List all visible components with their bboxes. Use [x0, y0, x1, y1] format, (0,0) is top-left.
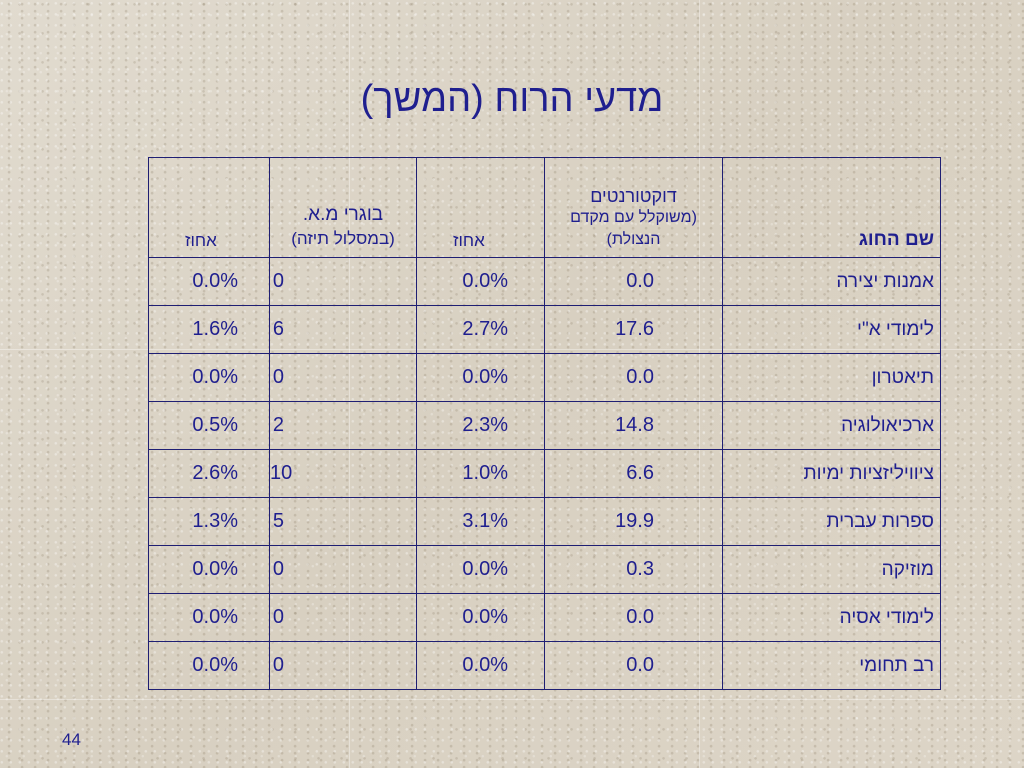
- header-doctorants-line3: הנצולת): [606, 231, 661, 248]
- header-graduates-line1: בוגרי מ.א.: [302, 204, 384, 225]
- graduates-percent: 0.0%: [148, 545, 270, 594]
- department-name: תיאטרון: [722, 353, 941, 402]
- graduates-value: 10: [269, 449, 417, 498]
- header-doctorants: דוקטורנטים (משוקלל עם מקדם הנצולת): [544, 157, 723, 258]
- graduates-percent: 0.0%: [148, 641, 270, 690]
- header-department-name: שם החוג: [722, 157, 941, 258]
- page-number: 44: [62, 730, 81, 749]
- doctorants-value: 0.0: [544, 593, 723, 642]
- table-row: רב תחומי 0.0 0.0% 0 0.0%: [148, 641, 941, 690]
- table-row: לימודי אסיה 0.0 0.0% 0 0.0%: [148, 593, 941, 642]
- doctorants-value: 6.6: [544, 449, 723, 498]
- doctorants-value: 0.3: [544, 545, 723, 594]
- doctorants-percent: 3.1%: [416, 497, 545, 546]
- graduates-percent: 0.5%: [148, 401, 270, 450]
- graduates-value: 0: [269, 353, 417, 402]
- doctorants-percent: 0.0%: [416, 257, 545, 306]
- doctorants-value: 17.6: [544, 305, 723, 354]
- doctorants-percent: 1.0%: [416, 449, 545, 498]
- doctorants-value: 0.0: [544, 641, 723, 690]
- header-doctorants-line1: דוקטורנטים: [590, 186, 677, 206]
- header-percent-graduates: אחוז: [148, 157, 270, 258]
- departments-table: שם החוג דוקטורנטים (משוקלל עם מקדם הנצול…: [148, 157, 941, 690]
- graduates-value: 5: [269, 497, 417, 546]
- table-row: ספרות עברית 19.9 3.1% 5 1.3%: [148, 497, 941, 546]
- table-row: מוזיקה 0.3 0.0% 0 0.0%: [148, 545, 941, 594]
- graduates-value: 6: [269, 305, 417, 354]
- doctorants-value: 19.9: [544, 497, 723, 546]
- header-doctorants-line2: (משוקלל עם מקדם: [570, 209, 697, 226]
- background-grid-line: [0, 699, 1024, 700]
- graduates-percent: 1.3%: [148, 497, 270, 546]
- doctorants-percent: 2.3%: [416, 401, 545, 450]
- graduates-value: 2: [269, 401, 417, 450]
- doctorants-percent: 0.0%: [416, 641, 545, 690]
- slide-title: מדעי הרוח (המשך): [360, 78, 664, 120]
- department-name: לימודי א"י: [722, 305, 941, 354]
- department-name: ציוויליזציות ימיות: [722, 449, 941, 498]
- doctorants-percent: 0.0%: [416, 545, 545, 594]
- doctorants-percent: 2.7%: [416, 305, 545, 354]
- table-row: ארכיאולוגיה 14.8 2.3% 2 0.5%: [148, 401, 941, 450]
- department-name: מוזיקה: [722, 545, 941, 594]
- doctorants-percent: 0.0%: [416, 353, 545, 402]
- table-header-row: שם החוג דוקטורנטים (משוקלל עם מקדם הנצול…: [148, 157, 941, 258]
- doctorants-value: 0.0: [544, 257, 723, 306]
- graduates-value: 0: [269, 641, 417, 690]
- graduates-percent: 2.6%: [148, 449, 270, 498]
- graduates-value: 0: [269, 593, 417, 642]
- department-name: רב תחומי: [722, 641, 941, 690]
- table-row: ציוויליזציות ימיות 6.6 1.0% 10 2.6%: [148, 449, 941, 498]
- department-name: ספרות עברית: [722, 497, 941, 546]
- department-name: אמנות יצירה: [722, 257, 941, 306]
- graduates-percent: 0.0%: [148, 353, 270, 402]
- header-percent-doctorants: אחוז: [416, 157, 545, 258]
- table-row: לימודי א"י 17.6 2.7% 6 1.6%: [148, 305, 941, 354]
- table-row: אמנות יצירה 0.0 0.0% 0 0.0%: [148, 257, 941, 306]
- graduates-percent: 0.0%: [148, 593, 270, 642]
- department-name: לימודי אסיה: [722, 593, 941, 642]
- graduates-value: 0: [269, 257, 417, 306]
- graduates-percent: 1.6%: [148, 305, 270, 354]
- header-ma-graduates: בוגרי מ.א. (במסלול תיזה): [269, 157, 417, 258]
- doctorants-value: 0.0: [544, 353, 723, 402]
- table-row: תיאטרון 0.0 0.0% 0 0.0%: [148, 353, 941, 402]
- doctorants-percent: 0.0%: [416, 593, 545, 642]
- graduates-value: 0: [269, 545, 417, 594]
- doctorants-value: 14.8: [544, 401, 723, 450]
- department-name: ארכיאולוגיה: [722, 401, 941, 450]
- graduates-percent: 0.0%: [148, 257, 270, 306]
- header-graduates-line2: (במסלול תיזה): [291, 229, 395, 248]
